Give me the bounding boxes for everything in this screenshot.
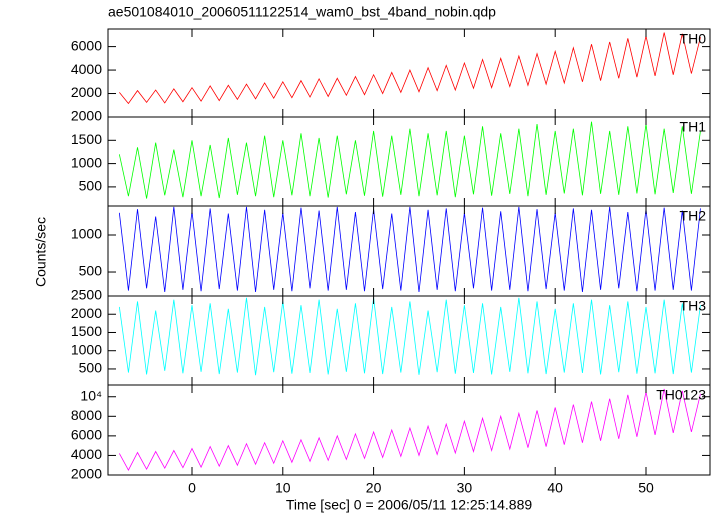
series-label: TH3: [680, 298, 707, 314]
y-tick-label: 2000: [71, 305, 102, 321]
series-label: TH0123: [656, 387, 706, 403]
y-tick-label: 6000: [71, 37, 102, 53]
panel-frame: [107, 384, 711, 476]
y-tick-label: 4000: [71, 61, 102, 77]
y-tick-label: 1000: [71, 154, 102, 170]
y-tick-label: 1500: [71, 131, 102, 147]
data-line: [118, 297, 701, 376]
data-line: [119, 32, 701, 105]
x-tick-label: 0: [188, 480, 196, 496]
x-tick-label: 10: [275, 480, 291, 496]
y-tick-label: 4000: [71, 446, 102, 462]
x-tick-label: 20: [366, 480, 382, 496]
y-tick-label: 8000: [71, 407, 102, 423]
x-tick-label: 50: [638, 480, 654, 496]
y-tick-label: 10⁴: [80, 387, 102, 403]
y-tick-label: 500: [79, 263, 103, 279]
y-tick-label: 6000: [71, 427, 102, 443]
y-tick-label: 2000: [71, 108, 102, 124]
x-tick-label: 40: [547, 480, 563, 496]
x-tick-label: 30: [457, 480, 473, 496]
y-tick-label: 2000: [71, 466, 102, 482]
chart-title: ae501084010_20060511122514_wam0_bst_4ban…: [108, 4, 496, 20]
y-tick-label: 1500: [71, 323, 102, 339]
x-axis-label: Time [sec] 0 = 2006/05/11 12:25:14.889: [286, 497, 533, 513]
y-tick-label: 2000: [71, 84, 102, 100]
series-label: TH2: [680, 208, 707, 224]
series-label: TH0: [680, 31, 707, 47]
y-tick-label: 500: [79, 360, 103, 376]
y-tick-label: 1000: [71, 226, 102, 242]
series-label: TH1: [680, 119, 707, 135]
data-line: [118, 388, 701, 471]
y-tick-label: 1000: [71, 341, 102, 357]
y-tick-label: 500: [79, 178, 103, 194]
panel-frame: [107, 116, 711, 207]
data-line: [118, 206, 701, 293]
data-line: [118, 121, 701, 199]
y-tick-label: 2500: [71, 287, 102, 303]
y-axis-label: Counts/sec: [33, 217, 49, 287]
